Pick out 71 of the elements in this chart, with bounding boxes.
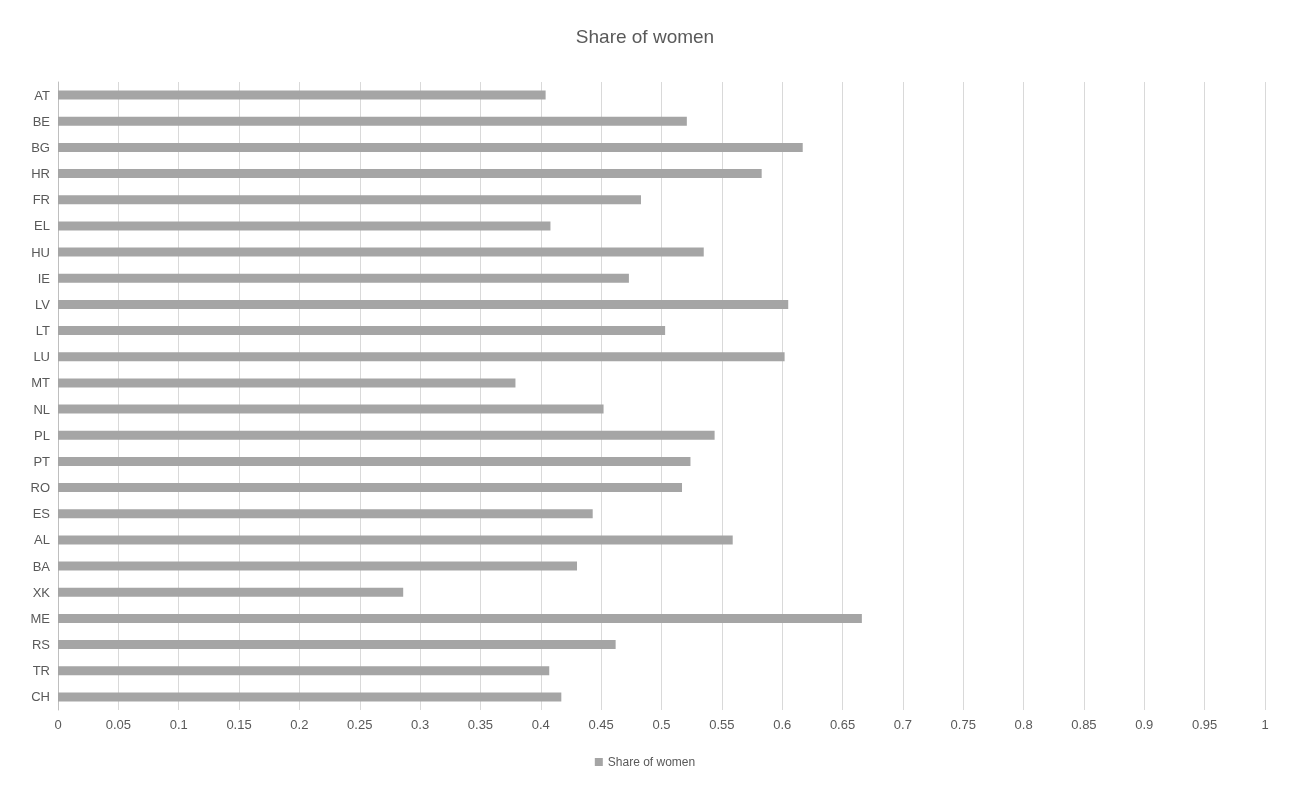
y-tick-label: NL <box>33 401 50 417</box>
x-tick-label: 0.05 <box>105 717 132 732</box>
y-tick-label: FR <box>32 192 50 208</box>
x-tick-label: 0.25 <box>347 717 373 732</box>
y-tick-label: IE <box>37 270 51 286</box>
x-tick-label: 0.8 <box>1014 717 1033 732</box>
bar <box>58 509 593 519</box>
bar <box>58 90 546 100</box>
x-tick-label: 0.4 <box>531 717 550 732</box>
x-tick-label: 0.2 <box>290 717 309 732</box>
bar <box>58 666 550 676</box>
bar <box>58 640 616 650</box>
bar <box>58 352 785 362</box>
bar <box>58 561 578 571</box>
x-tick-label: 0.55 <box>709 717 735 732</box>
x-tick-label: 0.35 <box>467 717 494 732</box>
x-tick-label: 0.7 <box>893 717 912 732</box>
x-tick-label: 1 <box>1261 717 1269 732</box>
y-tick-label: ES <box>32 506 51 522</box>
y-tick-label: AL <box>34 532 50 548</box>
y-tick-label: BE <box>32 113 51 129</box>
x-tick-label: 0.95 <box>1191 717 1218 732</box>
x-tick-label: 0 <box>54 717 62 732</box>
y-tick-label: EL <box>34 218 50 234</box>
bar <box>58 247 704 257</box>
y-tick-label: TR <box>32 663 50 679</box>
x-tick-label: 0.15 <box>226 717 252 732</box>
x-tick-label: 0.6 <box>773 717 792 732</box>
bar <box>58 535 733 545</box>
y-tick-label: PL <box>34 427 50 443</box>
bar <box>58 404 604 414</box>
y-tick-label: ME <box>30 610 51 626</box>
x-tick-label: 0.45 <box>588 717 614 732</box>
x-tick-label: 0.5 <box>652 717 671 732</box>
bar <box>58 587 404 597</box>
chart-title: Share of women <box>575 26 715 47</box>
y-tick-label: MT <box>31 375 51 391</box>
bar <box>58 613 862 623</box>
y-tick-label: RS <box>31 637 51 653</box>
bar <box>58 692 562 702</box>
y-tick-label: LT <box>35 323 51 339</box>
bar <box>58 273 629 283</box>
y-tick-label: PT <box>33 453 51 469</box>
bar <box>58 378 516 388</box>
y-tick-label: CH <box>31 689 50 705</box>
y-tick-label: BG <box>31 139 50 155</box>
bar <box>58 430 715 440</box>
bar <box>58 142 803 152</box>
x-tick-label: 0.9 <box>1135 717 1154 732</box>
y-tick-label: RO <box>30 480 50 496</box>
legend-label: Share of women <box>607 755 696 769</box>
bar <box>58 483 683 493</box>
y-tick-label: XK <box>32 584 51 600</box>
bar <box>58 299 789 309</box>
y-tick-label: HR <box>31 166 50 182</box>
y-tick-label: AT <box>34 87 51 103</box>
x-tick-label: 0.1 <box>169 717 188 732</box>
x-tick-label: 0.3 <box>411 717 430 732</box>
x-tick-label: 0.75 <box>950 717 976 732</box>
y-tick-label: LV <box>35 296 51 312</box>
y-tick-label: HU <box>31 244 50 260</box>
bar <box>58 456 691 466</box>
bar <box>58 326 666 336</box>
bar <box>58 169 762 179</box>
y-tick-label: BA <box>32 558 51 574</box>
x-tick-label: 0.65 <box>829 717 856 732</box>
y-tick-label: LU <box>33 349 50 365</box>
bar <box>58 116 687 126</box>
x-tick-label: 0.85 <box>1071 717 1097 732</box>
bar <box>58 195 641 205</box>
bar <box>58 221 551 231</box>
